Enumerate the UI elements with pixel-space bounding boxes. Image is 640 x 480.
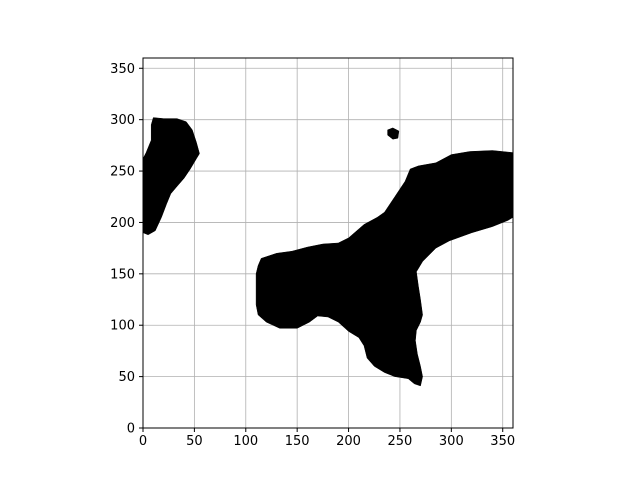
small-blob	[387, 127, 400, 140]
main-region	[255, 150, 514, 387]
filled-regions	[142, 117, 514, 387]
y-tick-label: 50	[118, 370, 135, 385]
axes: 0 50 100 150 200 250 300 350 0 50 100 150 200 250 300 3…	[110, 57, 515, 449]
y-tick-label: 150	[110, 267, 135, 282]
y-tick-label: 250	[110, 165, 135, 180]
y-tick-label: 300	[110, 113, 135, 128]
y-tick-label: 0	[127, 422, 135, 437]
x-tick-label: 300	[439, 434, 464, 449]
y-tick-label: 200	[110, 216, 135, 231]
y-tick-label: 350	[110, 62, 135, 77]
x-tick-label: 150	[285, 434, 310, 449]
x-tick-label: 0	[139, 434, 147, 449]
grid	[142, 58, 513, 429]
plot-frame	[142, 57, 514, 429]
left-edge-region	[142, 117, 200, 236]
x-tick-label: 200	[336, 434, 361, 449]
x-tick-label: 50	[186, 434, 203, 449]
x-tick-label: 100	[233, 434, 258, 449]
x-tick-label: 350	[490, 434, 515, 449]
y-tick-label: 100	[110, 319, 135, 334]
x-tick-label: 250	[388, 434, 413, 449]
